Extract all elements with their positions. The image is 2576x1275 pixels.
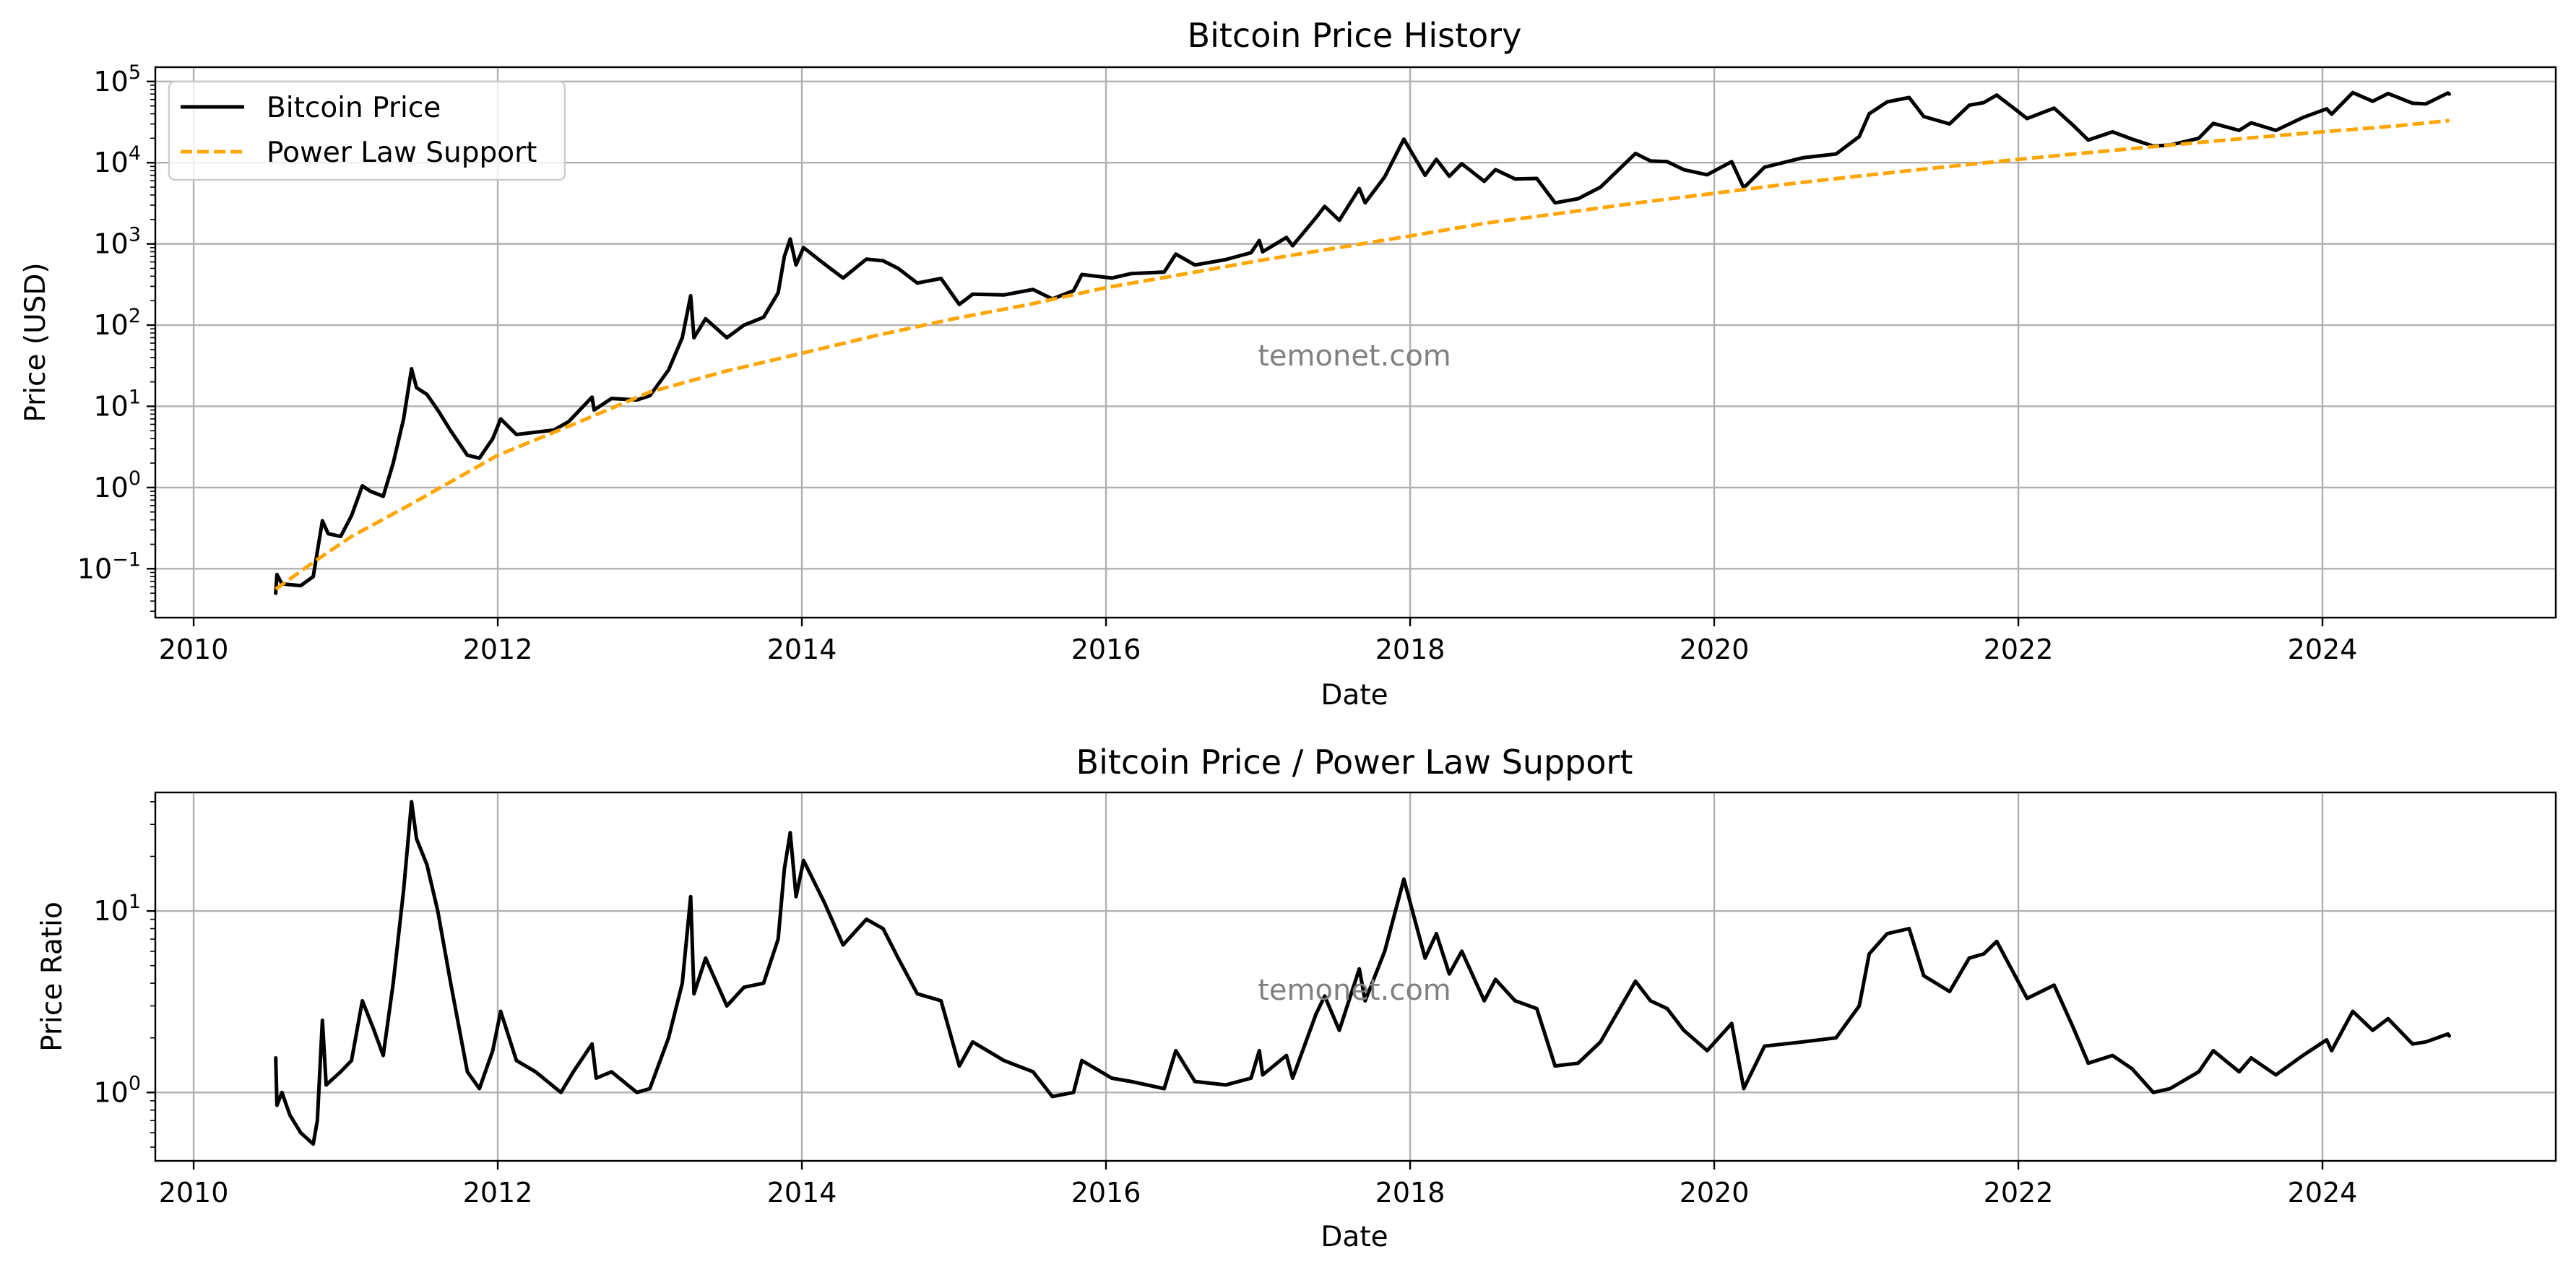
y-tick-label: 10−1 [77,548,141,584]
series-lines [274,90,2451,595]
y-tick-label: 101 [93,891,141,927]
plot-frame [154,66,2557,619]
series-lines [274,800,2451,1146]
price-history-panel: Bitcoin Price History 2010 2012 2014 2016 20… [20,16,2557,712]
x-tick-label: 2014 [767,634,837,665]
x-tick-label: 2016 [1071,634,1141,665]
y-tick-label: 100 [93,1072,141,1108]
x-tick-label: 2022 [1984,1177,2054,1209]
x-tick-label: 2020 [1680,1177,1750,1209]
grid [155,792,2556,1161]
legend-box [168,80,566,181]
x-tick-label: 2018 [1375,634,1445,665]
x-tick-label: 2024 [2288,1177,2358,1209]
tick-labels: 2010 2012 2014 2016 2018 2020 2022 2024 100 101 [93,801,2358,1209]
y-tick-label: 101 [93,386,141,422]
power-law-support-line [275,118,2450,591]
y-tick-label: 103 [93,224,141,260]
x-tick-label: 2018 [1375,1177,1445,1209]
x-tick-label: 2022 [1984,634,2054,665]
price-ratio-panel: Bitcoin Price / Power Law Support 2010 20… [36,743,2557,1253]
legend-label-price: Bitcoin Price [267,92,441,124]
y-tick-label: 102 [93,305,141,341]
x-tick-label: 2012 [463,634,533,665]
watermark: temonet.com [1258,974,1451,1007]
bitcoin-price-line [274,90,2451,595]
watermark: temonet.com [1258,340,1451,373]
legend-label-support: Power Law Support [267,137,537,169]
plot-frame [154,791,2557,1162]
y-tick-label: 104 [93,142,141,178]
y-axis-label: Price (USD) [20,262,52,422]
y-tick-label: 105 [93,61,141,98]
x-tick-label: 2010 [159,1177,229,1209]
x-tick-label: 2016 [1071,1177,1141,1209]
legend: Bitcoin Price Power Law Support [168,80,566,181]
y-tick-label: 100 [93,467,141,503]
y-axis-label: Price Ratio [36,902,69,1052]
chart-title: Bitcoin Price History [1188,16,1522,55]
x-tick-label: 2010 [159,634,229,665]
x-tick-label: 2014 [767,1177,837,1209]
x-axis-label: Date [1321,1221,1388,1253]
x-tick-label: 2020 [1680,634,1750,665]
chart-title: Bitcoin Price / Power Law Support [1076,743,1633,782]
x-axis-label: Date [1321,679,1388,712]
x-tick-label: 2024 [2288,634,2358,665]
price-ratio-line [274,800,2451,1146]
x-tick-label: 2012 [463,1177,533,1209]
